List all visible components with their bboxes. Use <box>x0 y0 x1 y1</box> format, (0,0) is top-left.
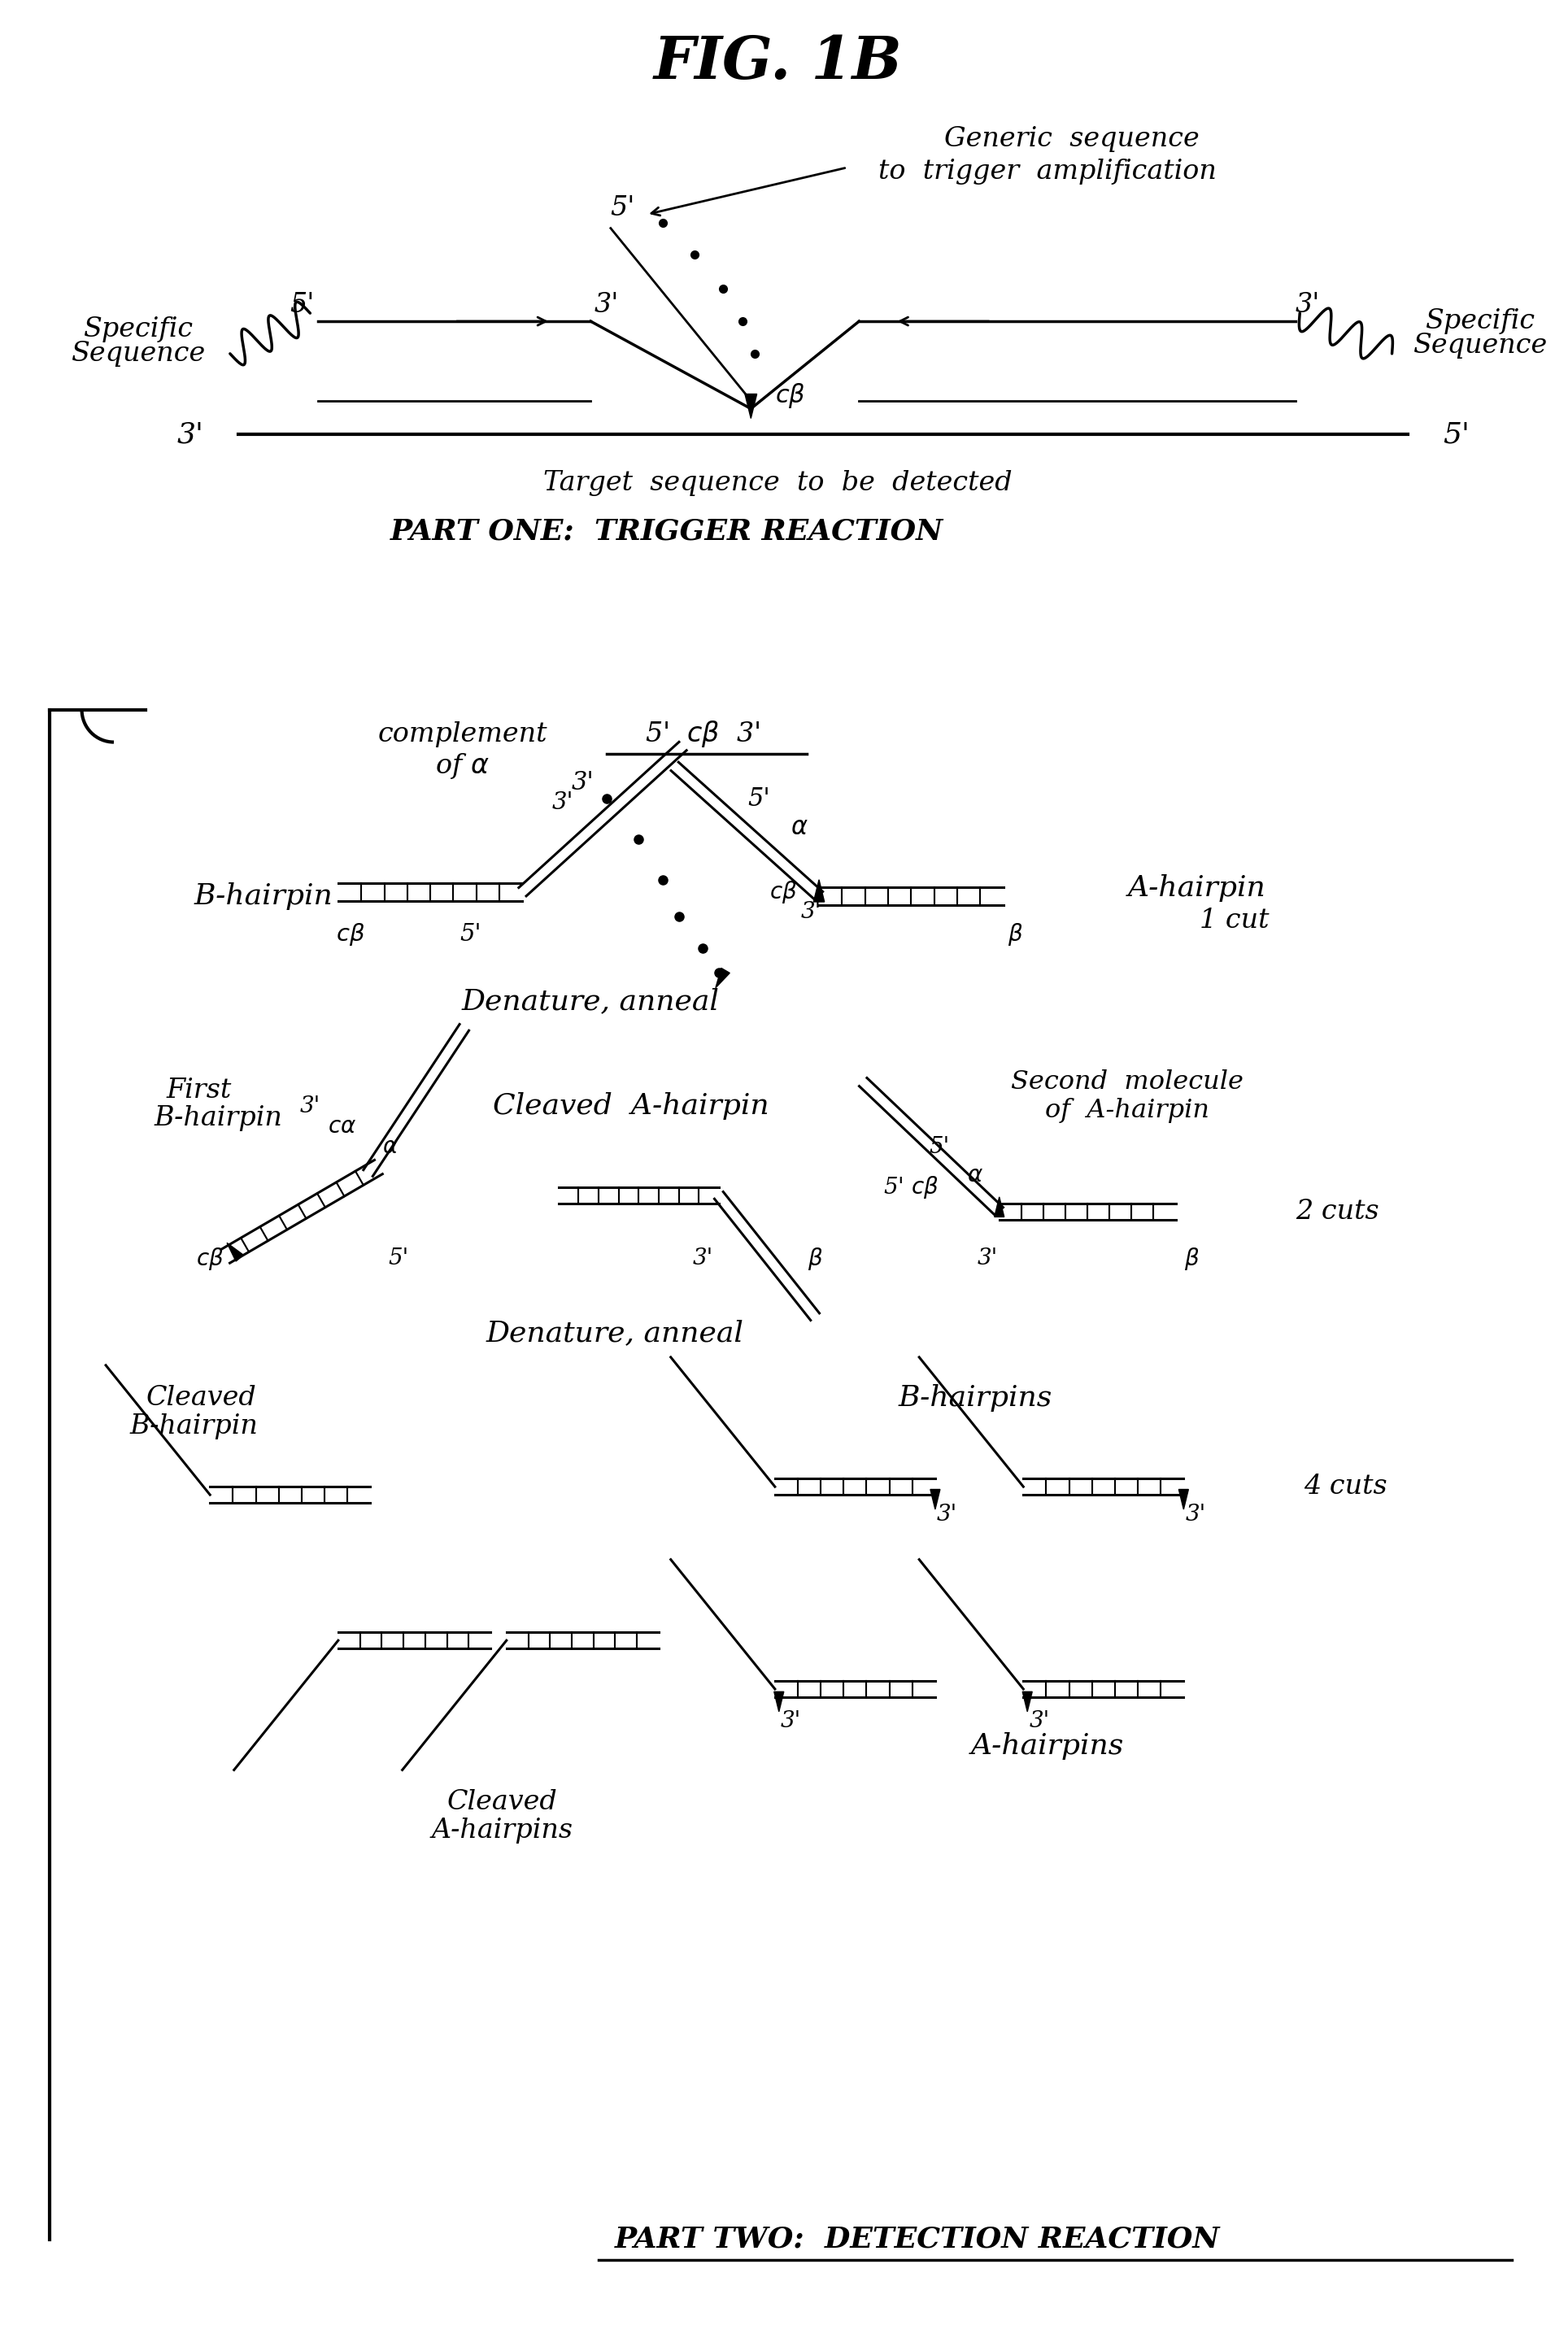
Text: $c\beta$: $c\beta$ <box>196 1246 224 1272</box>
Text: 3': 3' <box>801 900 822 924</box>
Text: 4 cuts: 4 cuts <box>1305 1474 1388 1500</box>
Text: 3': 3' <box>1295 292 1320 317</box>
Text: Second  molecule: Second molecule <box>1011 1070 1243 1096</box>
Text: A-hairpins: A-hairpins <box>971 1733 1124 1759</box>
Text: complement: complement <box>378 722 547 748</box>
Text: Denature, anneal: Denature, anneal <box>461 987 720 1016</box>
Text: 2 cuts: 2 cuts <box>1295 1199 1380 1225</box>
Text: PART TWO:  DETECTION REACTION: PART TWO: DETECTION REACTION <box>615 2226 1220 2252</box>
Text: B-hairpin: B-hairpin <box>154 1105 282 1131</box>
Text: 3': 3' <box>693 1248 713 1270</box>
Text: B-hairpin: B-hairpin <box>130 1413 259 1439</box>
Text: $\alpha$: $\alpha$ <box>383 1136 398 1157</box>
Text: $\beta$: $\beta$ <box>1008 922 1022 947</box>
Text: Generic  sequence: Generic sequence <box>944 127 1200 153</box>
Text: A-hairpin: A-hairpin <box>1127 875 1265 903</box>
Text: 5': 5' <box>928 1136 950 1157</box>
Text: Cleaved: Cleaved <box>447 1789 558 1815</box>
Text: B-hairpins: B-hairpins <box>898 1385 1052 1411</box>
Text: of  A-hairpin: of A-hairpin <box>1046 1098 1209 1124</box>
Text: 5' $c\beta$: 5' $c\beta$ <box>883 1173 939 1201</box>
Polygon shape <box>994 1197 1004 1218</box>
Text: 5': 5' <box>459 924 481 945</box>
Text: $\alpha$: $\alpha$ <box>967 1164 983 1185</box>
Text: 5': 5' <box>290 292 315 317</box>
Polygon shape <box>715 969 729 987</box>
Text: B-hairpin: B-hairpin <box>194 882 332 910</box>
Text: of $\alpha$: of $\alpha$ <box>436 752 489 781</box>
Text: $\beta$: $\beta$ <box>808 1246 823 1272</box>
Text: 5': 5' <box>1443 421 1469 449</box>
Text: 3': 3' <box>1029 1712 1049 1733</box>
Text: Sequence: Sequence <box>1413 331 1548 360</box>
Text: 3': 3' <box>177 421 204 449</box>
Polygon shape <box>1179 1491 1189 1509</box>
Text: 3': 3' <box>781 1712 801 1733</box>
Polygon shape <box>227 1244 243 1260</box>
Polygon shape <box>745 395 757 418</box>
Text: 5': 5' <box>387 1248 409 1270</box>
Text: $\beta$: $\beta$ <box>1184 1246 1200 1272</box>
Text: Cleaved  A-hairpin: Cleaved A-hairpin <box>492 1093 768 1119</box>
Text: 5'  $c\beta$  3': 5' $c\beta$ 3' <box>644 719 760 750</box>
Text: 5': 5' <box>610 195 635 221</box>
Text: to  trigger  amplification: to trigger amplification <box>878 158 1217 186</box>
Text: 3': 3' <box>938 1505 958 1526</box>
Text: 3': 3' <box>571 771 594 795</box>
Polygon shape <box>1022 1693 1032 1712</box>
Text: A-hairpins: A-hairpins <box>431 1817 574 1843</box>
Text: Target  sequence  to  be  detected: Target sequence to be detected <box>544 470 1013 496</box>
Text: 3': 3' <box>594 292 619 317</box>
Text: $c\beta$: $c\beta$ <box>336 922 365 947</box>
Text: $c\beta$: $c\beta$ <box>775 381 806 409</box>
Text: 1 cut: 1 cut <box>1200 907 1269 933</box>
Polygon shape <box>814 879 825 903</box>
Text: FIG. 1B: FIG. 1B <box>654 33 903 92</box>
Text: 3': 3' <box>1185 1505 1206 1526</box>
Text: 3': 3' <box>552 792 574 813</box>
Text: Cleaved: Cleaved <box>146 1385 256 1411</box>
Polygon shape <box>930 1491 941 1509</box>
Text: Sequence: Sequence <box>71 341 205 367</box>
Text: 5': 5' <box>748 785 770 811</box>
Text: 3': 3' <box>299 1096 320 1117</box>
Text: Specific: Specific <box>1425 308 1535 334</box>
Text: $c\alpha$: $c\alpha$ <box>328 1117 356 1138</box>
Text: PART ONE:  TRIGGER REACTION: PART ONE: TRIGGER REACTION <box>390 517 944 545</box>
Polygon shape <box>775 1693 784 1712</box>
Text: First: First <box>166 1077 230 1103</box>
Text: $\alpha$: $\alpha$ <box>790 813 808 839</box>
Text: Specific: Specific <box>83 317 193 343</box>
Text: $c\beta$: $c\beta$ <box>768 879 797 905</box>
Text: 3': 3' <box>977 1248 997 1270</box>
Text: Denature, anneal: Denature, anneal <box>486 1319 743 1347</box>
